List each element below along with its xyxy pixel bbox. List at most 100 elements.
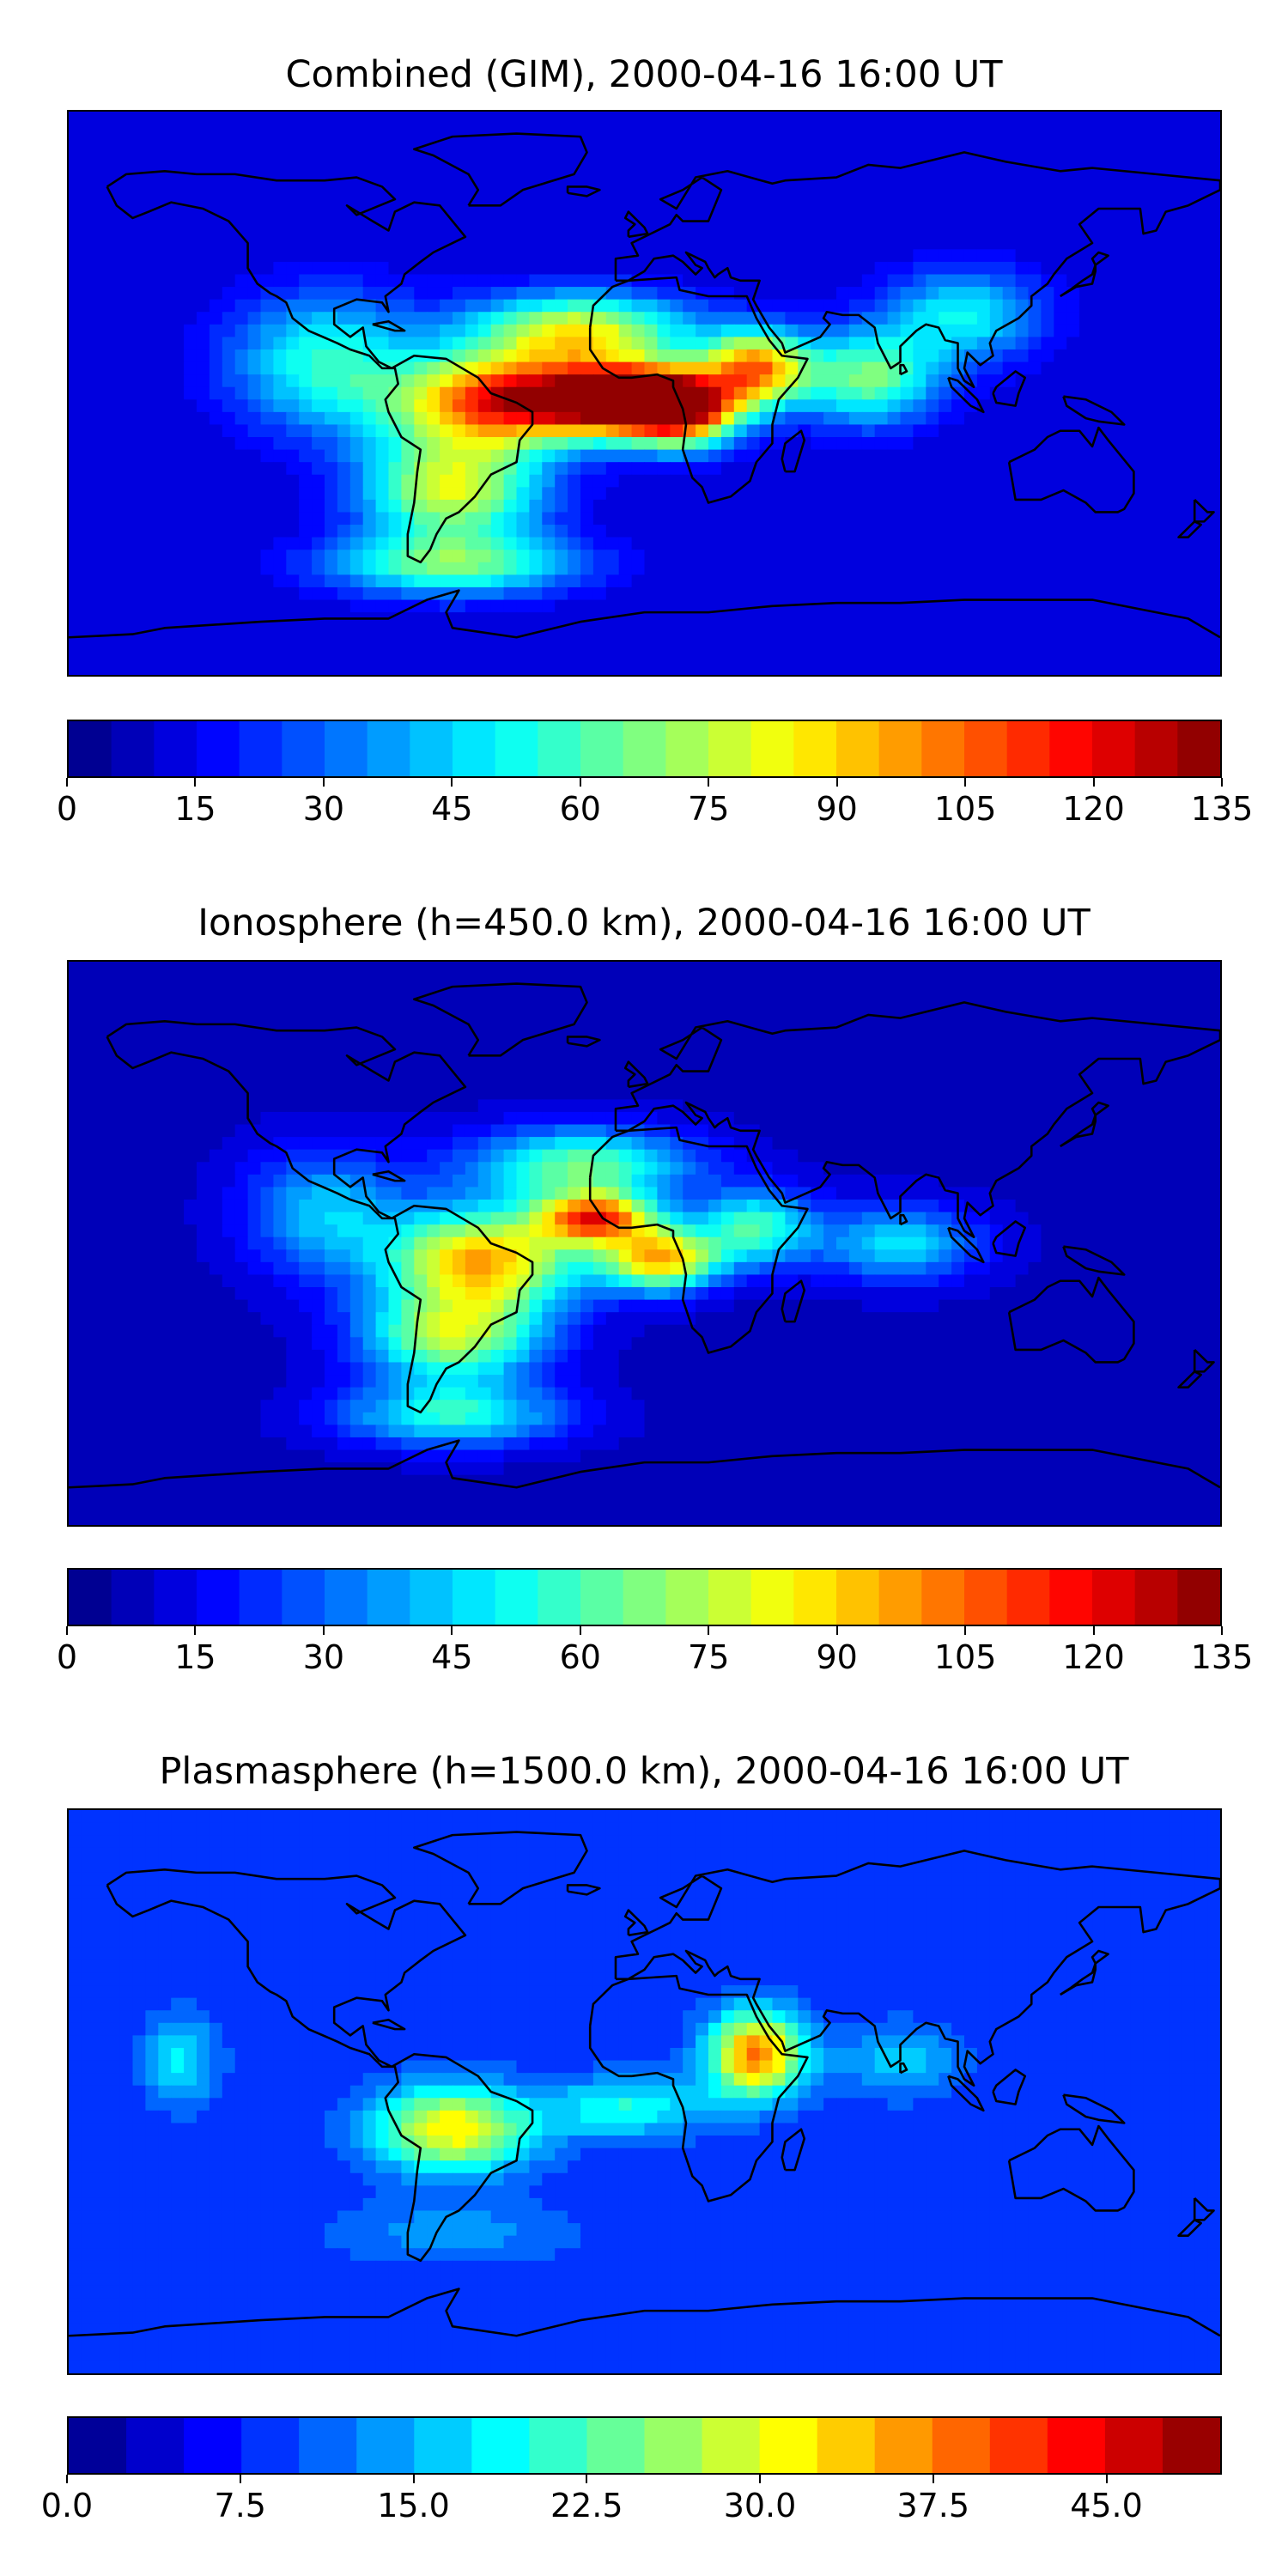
- coastline: [992, 2069, 1027, 2105]
- coastline: [614, 151, 1220, 389]
- colorbar-tick-mark: [194, 1626, 197, 1635]
- panel-3-map-svg: [69, 1810, 1220, 2373]
- colorbar-tick-mark: [708, 1626, 710, 1635]
- colorbar-segment: [196, 721, 240, 776]
- coastline: [106, 1019, 467, 1220]
- colorbar-segment: [836, 1570, 880, 1625]
- colorbar-tick-label: 120: [1062, 1638, 1125, 1676]
- colorbar-tick-mark: [1221, 1626, 1223, 1635]
- colorbar-tick-label: 75: [688, 1638, 730, 1676]
- colorbar-segment: [1006, 721, 1050, 776]
- panel-2-colorbar-ticks: 0 15 30 45 60 75 90 105 120 135: [57, 1626, 1253, 1678]
- colorbar-segment: [1006, 1570, 1050, 1625]
- coastline: [566, 185, 601, 197]
- colorbar-segment: [111, 721, 155, 776]
- colorbar-tick-label: 75: [688, 790, 730, 828]
- colorbar-tick-label: 0.0: [40, 2487, 94, 2524]
- panel-2-title: Ionosphere (h=450.0 km), 2000-04-16 16:0…: [197, 902, 1091, 945]
- panel-1-colorbar-ticks: 0 15 30 45 60 75 90 105 120 135: [57, 778, 1253, 829]
- coastline: [1060, 1949, 1109, 1996]
- colorbar-tick-label: 135: [1190, 790, 1254, 828]
- colorbar-segment: [452, 721, 496, 776]
- colorbar-segment: [644, 2418, 703, 2473]
- colorbar-segment: [282, 721, 325, 776]
- colorbar-segment: [1049, 1570, 1093, 1625]
- panel-3-colorbar-ticks: 0.0 7.5 15.0 22.5 30.0 37.5 45.0: [41, 2475, 1222, 2526]
- colorbar-segment: [921, 1570, 965, 1625]
- coastline: [588, 276, 809, 504]
- colorbar-segment: [495, 1570, 538, 1625]
- coastline: [1062, 395, 1126, 426]
- coastline: [781, 429, 806, 473]
- colorbar-tick-label: 90: [816, 1638, 858, 1676]
- colorbar-segment: [241, 2418, 300, 2473]
- colorbar-segment: [759, 2418, 818, 2473]
- colorbar-segment: [874, 2418, 933, 2473]
- coastline: [413, 132, 588, 207]
- coastline: [69, 2287, 1220, 2337]
- colorbar-segment: [878, 721, 922, 776]
- panel-1-title: Combined (GIM), 2000-04-16 16:00 UT: [285, 53, 1003, 96]
- coastline: [69, 589, 1220, 639]
- colorbar-segment: [69, 721, 112, 776]
- colorbar-segment: [414, 2418, 472, 2473]
- colorbar-tick-label: 15.0: [377, 2487, 450, 2524]
- coastline: [1177, 520, 1202, 538]
- colorbar-segment: [325, 721, 368, 776]
- colorbar-tick-mark: [322, 778, 325, 787]
- coastline: [614, 1850, 1220, 2087]
- coastline: [899, 1213, 908, 1226]
- colorbar-tick-label: 45: [431, 790, 473, 828]
- colorbar-segment: [1177, 1570, 1220, 1625]
- colorbar-segment: [452, 1570, 496, 1625]
- coastline: [992, 370, 1027, 407]
- colorbar-segment: [708, 721, 752, 776]
- coastline: [106, 169, 467, 370]
- colorbar-segment: [471, 2418, 530, 2473]
- coastline: [1177, 2219, 1202, 2237]
- colorbar-tick-mark: [835, 1626, 838, 1635]
- colorbar-tick-mark: [239, 2475, 241, 2483]
- colorbar-tick-mark: [66, 2475, 68, 2483]
- colorbar-segment: [325, 1570, 368, 1625]
- colorbar-tick-label: 105: [933, 790, 997, 828]
- colorbar-segment: [623, 1570, 666, 1625]
- coastline: [992, 1220, 1027, 1257]
- colorbar-tick-mark: [1105, 2475, 1108, 2483]
- colorbar-tick-mark: [451, 1626, 453, 1635]
- colorbar-segment: [1177, 721, 1220, 776]
- colorbar-segment: [356, 2418, 415, 2473]
- coastline: [947, 1226, 985, 1264]
- panel-1-colorbar: [67, 720, 1222, 778]
- coastline: [623, 1909, 649, 1937]
- colorbar-segment: [282, 1570, 325, 1625]
- coastline: [566, 1884, 601, 1896]
- coastline: [947, 376, 985, 414]
- colorbar-segment: [1162, 2418, 1220, 2473]
- coastline: [588, 1974, 809, 2202]
- colorbar-segment: [529, 2418, 588, 2473]
- coastline: [899, 2062, 908, 2075]
- coastline: [1007, 2124, 1135, 2212]
- colorbar-segment: [69, 1570, 112, 1625]
- coastline: [1193, 1349, 1215, 1373]
- coastline: [1062, 1245, 1126, 1276]
- colorbar-tick-mark: [708, 778, 710, 787]
- colorbar-segment: [580, 1570, 624, 1625]
- colorbar-tick-label: 22.5: [550, 2487, 623, 2524]
- colorbar-segment: [410, 1570, 453, 1625]
- coastline: [1193, 2197, 1215, 2221]
- colorbar-tick-mark: [412, 2475, 415, 2483]
- colorbar-tick-mark: [579, 1626, 581, 1635]
- colorbar-tick-label: 0: [56, 790, 78, 828]
- colorbar-segment: [793, 721, 837, 776]
- colorbar-segment: [665, 721, 709, 776]
- coastline: [384, 1204, 534, 1414]
- colorbar-segment: [932, 2418, 991, 2473]
- colorbar-segment: [1092, 721, 1136, 776]
- colorbar-segment: [750, 721, 794, 776]
- colorbar-tick-mark: [964, 778, 967, 787]
- colorbar-segment: [921, 721, 965, 776]
- coastline: [372, 319, 406, 332]
- colorbar-segment: [793, 1570, 837, 1625]
